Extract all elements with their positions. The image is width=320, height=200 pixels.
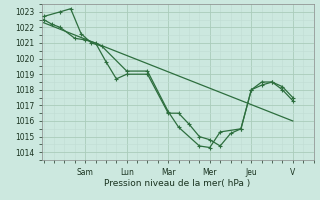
X-axis label: Pression niveau de la mer( hPa ): Pression niveau de la mer( hPa ) <box>104 179 251 188</box>
